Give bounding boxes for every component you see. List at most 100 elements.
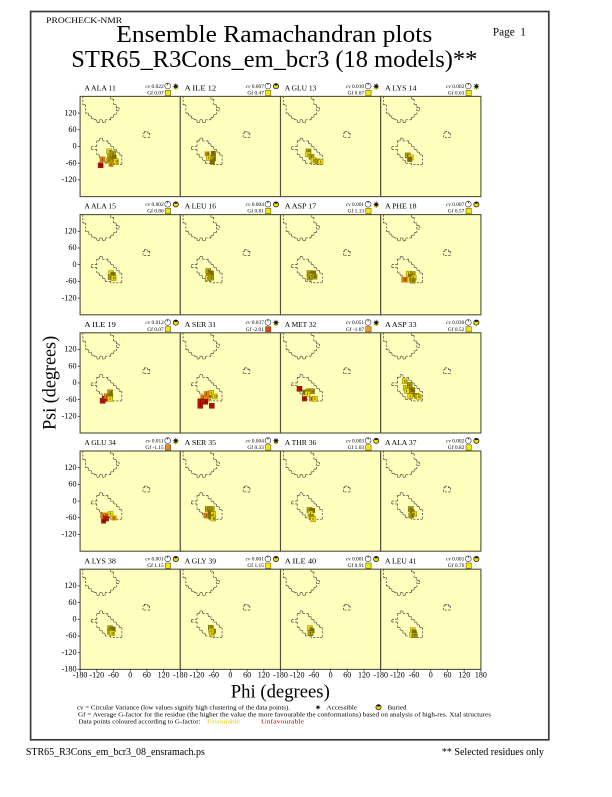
svg-text:60: 60 — [444, 671, 452, 680]
svg-text:cv 0.007: cv 0.007 — [446, 202, 465, 208]
svg-text:Ensemble Ramachandran plots: Ensemble Ramachandran plots — [116, 21, 432, 48]
svg-text:cv 0.010: cv 0.010 — [346, 84, 365, 90]
svg-text:0: 0 — [128, 671, 132, 680]
svg-text:0: 0 — [329, 671, 333, 680]
svg-text:120: 120 — [64, 227, 76, 236]
svg-text:cv 0.001: cv 0.001 — [145, 557, 164, 563]
svg-text:** Selected residues only: ** Selected residues only — [442, 747, 544, 758]
svg-text:A LEU 16: A LEU 16 — [185, 202, 217, 211]
svg-text:120: 120 — [258, 671, 270, 680]
svg-text:A ALA 15: A ALA 15 — [84, 202, 116, 211]
svg-text:0: 0 — [73, 142, 77, 151]
svg-text:Gf 0.67: Gf 0.67 — [348, 89, 365, 96]
svg-text:cv 0.012: cv 0.012 — [145, 320, 164, 326]
svg-text:-180: -180 — [62, 665, 77, 674]
svg-text:A ALA 11: A ALA 11 — [84, 84, 116, 93]
svg-text:-120: -120 — [62, 412, 77, 421]
svg-text:-120: -120 — [62, 175, 77, 184]
svg-text:Gf 0.63: Gf 0.63 — [448, 89, 465, 96]
svg-text:-60: -60 — [108, 671, 119, 680]
svg-text:-60: -60 — [66, 513, 77, 522]
svg-text:-60: -60 — [409, 671, 420, 680]
svg-text:-180: -180 — [173, 671, 188, 680]
svg-text:A ASP 17: A ASP 17 — [285, 202, 317, 211]
svg-text:Gf 1.03: Gf 1.03 — [348, 444, 365, 451]
svg-text:Phi (degrees): Phi (degrees) — [231, 682, 330, 703]
svg-text:60: 60 — [143, 671, 151, 680]
svg-text:0: 0 — [228, 671, 232, 680]
svg-text:Gf = Average G-factor for the: Gf = Average G-factor for the residue (t… — [78, 711, 491, 718]
svg-text:60: 60 — [68, 125, 76, 134]
svg-text:-120: -120 — [62, 293, 77, 302]
svg-text:Gf 0.91: Gf 0.91 — [348, 562, 365, 569]
svg-text:A GLU 13: A GLU 13 — [285, 84, 317, 93]
svg-text:-60: -60 — [66, 158, 77, 167]
svg-text:120: 120 — [64, 463, 76, 472]
svg-text:cv 0.051: cv 0.051 — [346, 320, 365, 326]
svg-text:60: 60 — [343, 671, 351, 680]
svg-text:180: 180 — [475, 671, 487, 680]
svg-text:Page 1: Page 1 — [493, 27, 526, 39]
svg-text:A SER 35: A SER 35 — [185, 438, 217, 447]
svg-text:-60: -60 — [66, 277, 77, 286]
svg-text:60: 60 — [68, 243, 76, 252]
svg-text:120: 120 — [158, 671, 170, 680]
svg-text:-120: -120 — [290, 671, 305, 680]
svg-text:-120: -120 — [62, 530, 77, 539]
svg-text:cv 0.011: cv 0.011 — [146, 438, 164, 444]
svg-text:Gf 0.57: Gf 0.57 — [448, 208, 465, 215]
svg-text:0: 0 — [73, 496, 77, 505]
svg-text:Gf -1.15: Gf -1.15 — [145, 444, 164, 451]
svg-text:0: 0 — [73, 378, 77, 387]
svg-text:Gf 0.33: Gf 0.33 — [247, 444, 264, 451]
svg-text:120: 120 — [358, 671, 370, 680]
svg-text:Accessible: Accessible — [327, 704, 358, 711]
svg-text:60: 60 — [68, 480, 76, 489]
svg-text:-60: -60 — [66, 631, 77, 640]
svg-text:-180: -180 — [273, 671, 288, 680]
svg-text:Gf 0.07: Gf 0.07 — [147, 89, 164, 96]
svg-text:cv 0.002: cv 0.002 — [145, 202, 164, 208]
svg-text:120: 120 — [64, 581, 76, 590]
svg-text:A LEU 41: A LEU 41 — [385, 556, 417, 565]
svg-text:Gf 0.82: Gf 0.82 — [448, 444, 465, 451]
svg-text:-60: -60 — [309, 671, 320, 680]
svg-text:60: 60 — [68, 598, 76, 607]
svg-text:Gf 0.07: Gf 0.07 — [147, 326, 164, 333]
svg-text:Gf 0.81: Gf 0.81 — [247, 208, 264, 215]
svg-text:Gf -2.01: Gf -2.01 — [246, 326, 265, 333]
svg-text:cv 0.001: cv 0.001 — [446, 557, 465, 563]
svg-text:cv 0.001: cv 0.001 — [346, 557, 365, 563]
svg-text:Favourable: Favourable — [207, 719, 240, 726]
svg-text:Gf 1.15: Gf 1.15 — [247, 562, 264, 569]
svg-text:cv = Circular Variance (low va: cv = Circular Variance (low values signi… — [77, 704, 290, 711]
svg-text:60: 60 — [68, 361, 76, 370]
svg-text:-120: -120 — [89, 671, 104, 680]
svg-text:cv 0.001: cv 0.001 — [346, 202, 365, 208]
svg-text:A GLU 34: A GLU 34 — [84, 438, 116, 447]
svg-text:A MET 32: A MET 32 — [285, 320, 317, 329]
svg-text:cv 0.037: cv 0.037 — [246, 320, 265, 326]
svg-text:-120: -120 — [62, 648, 77, 657]
svg-text:STR65_R3Cons_em_bcr3 (18 model: STR65_R3Cons_em_bcr3 (18 models)** — [71, 46, 477, 73]
svg-text:Gf 0.47: Gf 0.47 — [247, 89, 264, 96]
svg-text:Data points coloured according: Data points coloured according to G-fact… — [79, 719, 201, 726]
svg-text:-180: -180 — [73, 671, 88, 680]
svg-text:cv 0.004: cv 0.004 — [246, 438, 265, 444]
svg-text:Gf 1.13: Gf 1.13 — [348, 208, 365, 215]
svg-text:A SER 31: A SER 31 — [185, 320, 217, 329]
svg-text:cv 0.001: cv 0.001 — [246, 557, 265, 563]
svg-text:0: 0 — [429, 671, 433, 680]
svg-text:cv 0.002: cv 0.002 — [446, 84, 465, 90]
svg-text:Gf -1.07: Gf -1.07 — [346, 326, 365, 333]
svg-text:A ILE 12: A ILE 12 — [185, 84, 217, 93]
svg-text:-180: -180 — [373, 671, 388, 680]
svg-text:PROCHECK-NMR: PROCHECK-NMR — [46, 15, 122, 25]
svg-text:cv 0.002: cv 0.002 — [446, 438, 465, 444]
svg-text:60: 60 — [243, 671, 251, 680]
svg-text:-60: -60 — [66, 395, 77, 404]
svg-text:A ILE 19: A ILE 19 — [84, 320, 116, 329]
svg-text:STR65_R3Cons_em_bcr3_08_ensram: STR65_R3Cons_em_bcr3_08_ensramach.ps — [26, 747, 205, 758]
svg-text:cv 0.004: cv 0.004 — [246, 202, 265, 208]
svg-text:A ALA 37: A ALA 37 — [385, 438, 417, 447]
